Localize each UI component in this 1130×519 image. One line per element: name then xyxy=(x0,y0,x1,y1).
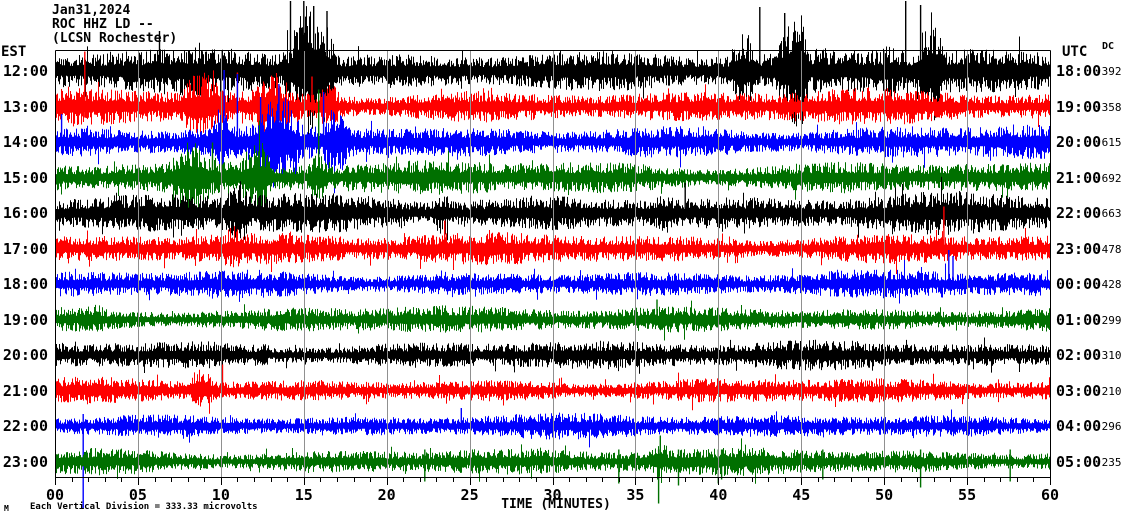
utc-time-label: 18:00 xyxy=(1056,62,1102,80)
utc-time-label: 02:00 xyxy=(1056,346,1102,364)
dc-offset-value: -428 xyxy=(1095,278,1122,291)
dc-offset-value: -392 xyxy=(1095,65,1122,78)
dc-offset-value: -310 xyxy=(1095,349,1122,362)
x-tick-label: 55 xyxy=(958,486,977,504)
dc-column-header: DC xyxy=(1102,41,1115,52)
utc-time-label: 20:00 xyxy=(1056,133,1102,151)
x-tick-label: 05 xyxy=(128,486,147,504)
dc-offset-value: -663 xyxy=(1095,207,1122,220)
est-time-label: 15:00 xyxy=(2,168,48,187)
x-tick-label: 00 xyxy=(45,486,65,504)
trace-spikes-1700 xyxy=(444,206,945,257)
dc-offset-value: -210 xyxy=(1095,384,1122,398)
est-time-label: 21:00 xyxy=(2,381,48,400)
est-time-label: 12:00 xyxy=(2,62,48,80)
utc-time-label: 03:00 xyxy=(1056,381,1102,400)
x-axis-title: TIME (MINUTES) xyxy=(501,497,611,512)
header-station-location: (LCSN Rochester) xyxy=(52,31,178,46)
corner-mark: M xyxy=(4,504,9,513)
trace-spikes-1800 xyxy=(948,250,954,291)
x-tick-label: 15 xyxy=(294,486,313,504)
x-tick-label: 40 xyxy=(709,486,728,504)
est-time-label: 17:00 xyxy=(2,239,48,258)
x-tick-label: 10 xyxy=(211,486,230,504)
est-time-label: 18:00 xyxy=(2,275,48,293)
x-tick-label: 50 xyxy=(875,486,894,504)
vertical-scale-note: Each Vertical Division = 333.33 microvol… xyxy=(30,502,258,512)
dc-offset-value: -296 xyxy=(1095,420,1122,433)
dc-offset-value: -478 xyxy=(1095,242,1122,256)
dc-offset-value: -358 xyxy=(1095,100,1122,114)
x-tick-label: 25 xyxy=(460,486,479,504)
est-time-label: 14:00 xyxy=(2,133,48,151)
utc-time-label: 05:00 xyxy=(1056,452,1102,471)
x-tick-label: 20 xyxy=(377,486,396,504)
est-time-label: 22:00 xyxy=(2,417,48,435)
est-time-label: 16:00 xyxy=(2,204,48,222)
x-tick-label: 45 xyxy=(792,486,811,504)
est-time-label: 23:00 xyxy=(2,452,48,471)
trace-spikes-1500 xyxy=(211,89,320,190)
plot-border-and-ticks xyxy=(55,50,1051,485)
dc-offset-value: -615 xyxy=(1095,136,1122,149)
left-timezone-label: EST xyxy=(1,44,27,60)
x-tick-label: 35 xyxy=(626,486,645,504)
est-time-label: 20:00 xyxy=(2,346,48,364)
x-tick-label: 30 xyxy=(543,486,562,504)
utc-time-label: 23:00 xyxy=(1056,239,1102,258)
header-date: Jan31,2024 xyxy=(52,3,131,18)
est-time-label: 13:00 xyxy=(2,97,48,116)
five-minute-gridlines xyxy=(138,50,968,477)
utc-time-label: 21:00 xyxy=(1056,168,1102,187)
x-tick-label: 60 xyxy=(1040,486,1060,504)
trace-spikes-1200 xyxy=(158,1,922,83)
utc-time-label: 22:00 xyxy=(1056,204,1102,222)
utc-time-label: 04:00 xyxy=(1056,417,1102,435)
utc-time-label: 01:00 xyxy=(1056,310,1102,329)
dc-offset-value: -692 xyxy=(1095,171,1122,185)
header-station-id: ROC HHZ LD -- xyxy=(52,17,154,32)
est-time-label: 19:00 xyxy=(2,310,48,329)
dc-offset-value: -235 xyxy=(1095,455,1122,469)
trace-spikes-1400 xyxy=(60,70,325,154)
right-timezone-label: UTC xyxy=(1062,44,1088,60)
utc-time-label: 19:00 xyxy=(1056,97,1102,116)
utc-time-label: 00:00 xyxy=(1056,275,1102,293)
dc-offset-value: -299 xyxy=(1095,313,1122,327)
